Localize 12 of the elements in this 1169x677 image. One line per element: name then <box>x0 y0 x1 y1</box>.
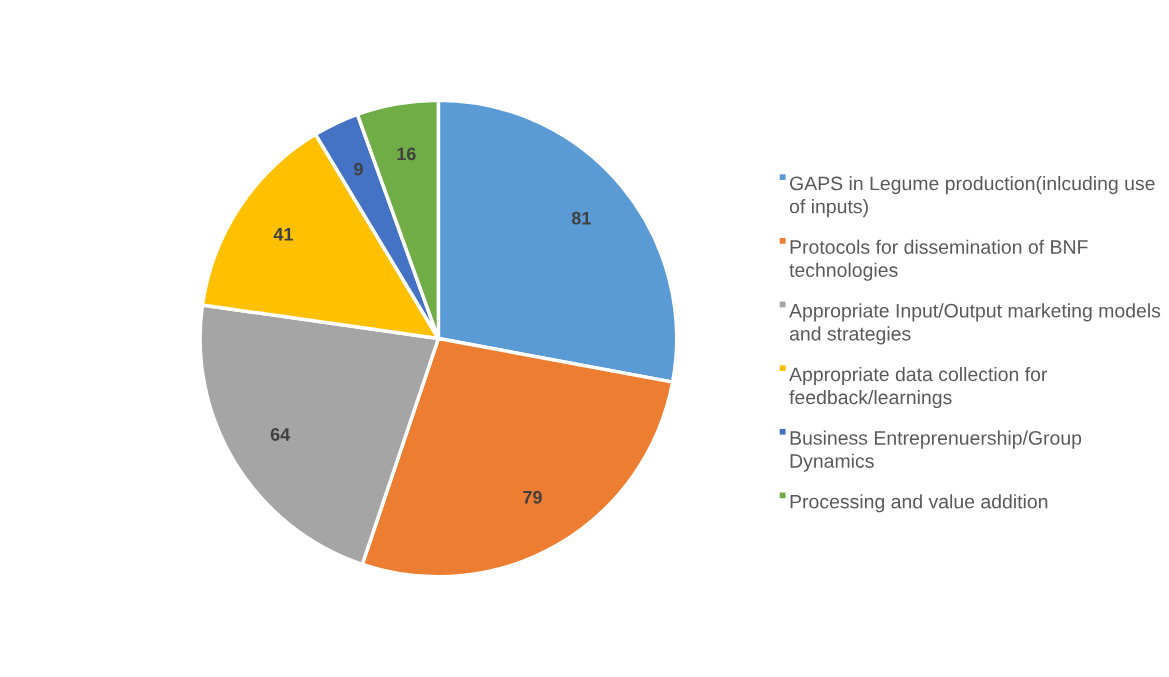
legend-label: Processing and value addition <box>790 494 1048 513</box>
data-label: 79 <box>523 490 542 504</box>
legend-label: Appropriate data collection for feedback/learnings <box>789 366 1048 409</box>
data-label: 9 <box>354 162 363 176</box>
data-label: 81 <box>571 211 591 225</box>
data-label: 64 <box>270 428 291 441</box>
data-label: 41 <box>273 228 293 241</box>
legend-label: Protocols for dissemination of BNF technologies <box>789 239 1088 281</box>
legend-label: Business Entreprenuership/Group Dynamics <box>790 430 1082 472</box>
data-label: 16 <box>397 147 416 161</box>
legend-label: GAPS in Legume production(inlcuding use of inputs) <box>789 176 1155 218</box>
legend-label: Appropriate Input/Output marketing models and strategies <box>789 303 1161 345</box>
